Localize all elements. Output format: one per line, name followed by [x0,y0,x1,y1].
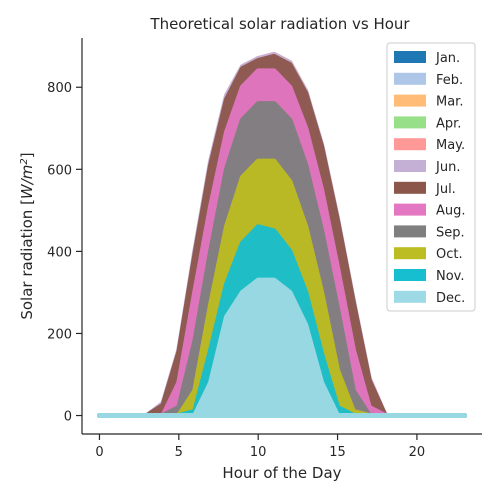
legend-swatch [394,138,426,150]
legend-label: Apr. [436,116,461,131]
legend-label: Feb. [436,73,463,88]
legend-swatch [394,247,426,259]
y-ticks: 0 200 400 600 800 [47,81,82,424]
x-axis-title: Hour of the Day [222,464,341,482]
y-tick-label: 400 [47,245,72,260]
legend-swatch [394,204,426,216]
legend-label: Sep. [436,225,465,240]
legend-swatch [394,291,426,303]
legend-swatch [394,116,426,128]
legend-label: Oct. [436,247,463,262]
x-ticks: 0 5 10 15 20 [95,434,425,460]
x-tick-label: 10 [250,445,267,460]
legend-swatch [394,269,426,281]
legend-swatch [394,160,426,172]
legend-label: Jul. [435,182,456,197]
x-tick-label: 15 [329,445,346,460]
x-tick-label: 0 [95,445,103,460]
y-axis-title-unit: W/m [18,165,36,200]
legend-label: Jun. [435,160,460,175]
legend-label: Dec. [436,291,465,306]
y-axis-title: Solar radiation [W/m2] [18,152,36,319]
x-tick-label: 5 [175,445,183,460]
legend-label: May. [436,138,465,153]
legend-label: Jan. [435,51,460,66]
chart-title: Theoretical solar radiation vs Hour [149,15,410,33]
legend-label: Aug. [436,204,466,219]
y-tick-label: 600 [47,163,72,178]
y-tick-label: 200 [47,327,72,342]
legend-swatch [394,51,426,63]
legend-swatch [394,95,426,107]
y-axis-title-suffix: ] [18,152,36,158]
legend-label: Nov. [436,269,465,284]
legend-swatch [394,225,426,237]
legend-label: Mar. [436,95,463,110]
x-tick-label: 20 [409,445,426,460]
y-tick-label: 800 [47,81,72,96]
legend-swatch [394,182,426,194]
legend-swatch [394,73,426,85]
y-axis-title-prefix: Solar radiation [ [18,199,36,320]
y-tick-label: 0 [64,410,72,425]
legend: Jan. Feb. Mar. Apr. May. Jun. Jul. Aug. Sep. Oct.… [387,43,475,311]
